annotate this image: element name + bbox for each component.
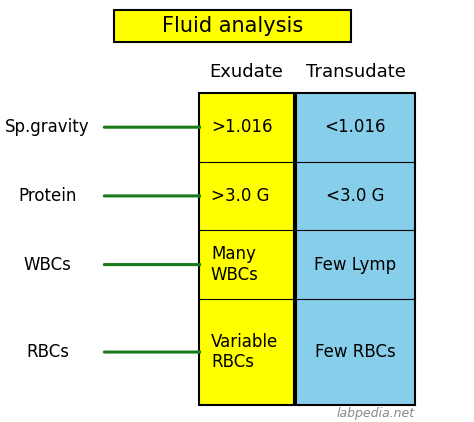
Text: RBCs: RBCs [26, 343, 69, 361]
Text: Few RBCs: Few RBCs [315, 343, 396, 361]
Text: <3.0 G: <3.0 G [326, 187, 385, 205]
Bar [296, 93, 415, 405]
Text: WBCs: WBCs [23, 256, 72, 273]
Bar [199, 93, 294, 405]
Text: >3.0 G: >3.0 G [211, 187, 269, 205]
Text: Few Lymp: Few Lymp [314, 256, 397, 273]
Text: Many
WBCs: Many WBCs [211, 245, 259, 284]
Text: Transudate: Transudate [306, 63, 405, 81]
Text: Sp.gravity: Sp.gravity [5, 118, 90, 136]
Bar [114, 10, 351, 42]
Text: Variable
RBCs: Variable RBCs [211, 333, 278, 371]
Text: Protein: Protein [18, 187, 77, 205]
Text: Fluid analysis: Fluid analysis [162, 16, 303, 36]
Text: <1.016: <1.016 [325, 118, 386, 136]
Text: >1.016: >1.016 [211, 118, 273, 136]
Text: Exudate: Exudate [210, 63, 283, 81]
Text: labpedia.net: labpedia.net [337, 407, 415, 420]
